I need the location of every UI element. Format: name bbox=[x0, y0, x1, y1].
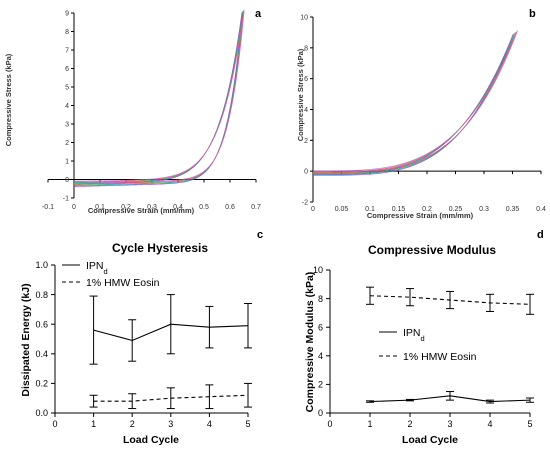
cycle-4-loop bbox=[73, 10, 244, 185]
x-tick-label: 1 bbox=[91, 419, 96, 429]
y-tick-label: 0 bbox=[304, 169, 308, 176]
y-tick-label: 7 bbox=[65, 48, 69, 55]
y-tick-label: 4 bbox=[304, 107, 308, 114]
y-tick-label: 0 bbox=[318, 408, 323, 418]
panel-b: b Compressive Stress (kPa) Compressive S… bbox=[296, 8, 546, 220]
x-tick-label: 5 bbox=[527, 419, 532, 429]
y-tick-label: 0.4 bbox=[35, 349, 48, 359]
cycle-2-loop bbox=[313, 33, 515, 175]
cycle-2-loop bbox=[73, 11, 243, 187]
x-tick-label: 0.1 bbox=[95, 204, 105, 211]
y-tick-label: 6 bbox=[65, 66, 69, 73]
panel-c-title: Cycle Hysteresis bbox=[112, 241, 208, 255]
y-tick-label: 0.8 bbox=[35, 290, 48, 300]
x-tick-label: 0 bbox=[52, 419, 57, 429]
y-tick-label: -2 bbox=[302, 200, 308, 207]
y-tick-label: 8 bbox=[65, 29, 69, 36]
y-tick-label: 2 bbox=[65, 140, 69, 147]
y-tick-label: 10 bbox=[300, 15, 308, 22]
y-tick-label: 4 bbox=[65, 103, 69, 110]
x-tick-label: 5 bbox=[245, 419, 250, 429]
cycle-5-loop bbox=[73, 9, 245, 184]
panel-c-x-axis-title: Load Cycle bbox=[123, 434, 179, 446]
x-tick-label: 4 bbox=[207, 419, 212, 429]
panel-letter-a: a bbox=[255, 8, 262, 20]
y-tick-label: 2 bbox=[318, 380, 323, 390]
y-tick-label: 2 bbox=[304, 138, 308, 145]
y-tick-label: 8 bbox=[318, 294, 323, 304]
y-tick-label: 4 bbox=[318, 351, 323, 361]
y-tick-label: 0.0 bbox=[35, 408, 48, 418]
legend-label-1: IPNd bbox=[86, 260, 108, 276]
x-tick-label: 0 bbox=[72, 204, 76, 211]
x-tick-label: 0.3 bbox=[479, 206, 489, 213]
x-tick-label: 2 bbox=[407, 419, 412, 429]
legend-label-1: IPNd bbox=[403, 327, 425, 343]
y-tick-label: 0 bbox=[65, 177, 69, 184]
panel-d-title: Compressive Modulus bbox=[368, 243, 496, 257]
x-tick-label: 4 bbox=[487, 419, 492, 429]
panel-c-y-axis-title: Dissipated Energy (kJ) bbox=[20, 283, 32, 396]
x-tick-label: 3 bbox=[168, 419, 173, 429]
x-tick-label: 0.4 bbox=[536, 206, 546, 213]
cycle-1-loop bbox=[73, 12, 243, 187]
y-tick-label: 5 bbox=[65, 85, 69, 92]
legend-label-2: 1% HMW Eosin bbox=[86, 277, 160, 289]
x-tick-label: -0.1 bbox=[42, 204, 54, 211]
panel-letter-b: b bbox=[529, 8, 536, 20]
x-tick-label: 0.05 bbox=[335, 206, 349, 213]
y-tick-label: 9 bbox=[65, 11, 69, 18]
x-tick-label: 0.35 bbox=[506, 206, 520, 213]
x-tick-label: 0.25 bbox=[449, 206, 463, 213]
x-tick-label: 3 bbox=[447, 419, 452, 429]
x-tick-label: 0 bbox=[327, 419, 332, 429]
cycle-1-loop bbox=[313, 34, 514, 176]
y-tick-label: 1 bbox=[65, 159, 69, 166]
x-tick-label: 0.2 bbox=[121, 204, 131, 211]
cycle-5-loop bbox=[313, 30, 518, 172]
x-tick-label: 0.3 bbox=[147, 204, 157, 211]
x-tick-label: 0 bbox=[311, 206, 315, 213]
x-tick-label: 0.7 bbox=[251, 204, 261, 211]
legend-label-2: 1% HMW Eosin bbox=[403, 351, 477, 363]
y-tick-label: 0.2 bbox=[35, 379, 48, 389]
panel-letter-c: c bbox=[257, 229, 263, 241]
panel-c: Cycle Hysteresis c Dissipated Energy (kJ… bbox=[20, 229, 263, 446]
panel-b-y-axis-title: Compressive Stress (kPa) bbox=[296, 48, 305, 141]
panel-d: Compressive Modulus d Compressive Modulu… bbox=[304, 229, 544, 446]
cycle-3-loop bbox=[313, 32, 516, 174]
panel-d-y-axis-title: Compressive Modulus (kPa) bbox=[304, 272, 316, 413]
y-tick-label: 3 bbox=[65, 122, 69, 129]
x-tick-label: 0.4 bbox=[173, 204, 183, 211]
y-tick-label: 6 bbox=[318, 322, 323, 332]
x-tick-label: 1 bbox=[367, 419, 372, 429]
cycle-4-loop bbox=[313, 31, 517, 173]
x-tick-label: 0.2 bbox=[422, 206, 432, 213]
x-tick-label: 0.5 bbox=[199, 204, 209, 211]
y-tick-label: -1 bbox=[63, 196, 69, 203]
panel-a: a Compressive Stress (kPa) Compressive S… bbox=[4, 8, 262, 215]
y-tick-label: 0.6 bbox=[35, 319, 48, 329]
legend-label-subscript: d bbox=[104, 267, 108, 276]
x-tick-label: 0.6 bbox=[225, 204, 235, 211]
y-tick-label: 6 bbox=[304, 76, 308, 83]
x-tick-label: 2 bbox=[130, 419, 135, 429]
panel-a-y-axis-title: Compressive Stress (kPa) bbox=[4, 53, 13, 146]
panel-letter-d: d bbox=[537, 229, 544, 241]
panel-d-x-axis-title: Load Cycle bbox=[402, 434, 458, 446]
legend-label-subscript: d bbox=[421, 334, 425, 343]
panel-a-x-axis-title: Compressive Strain (mm/mm) bbox=[88, 206, 195, 215]
x-tick-label: 0.1 bbox=[365, 206, 375, 213]
y-tick-label: 10 bbox=[313, 265, 323, 275]
cycle-3-loop bbox=[73, 11, 244, 186]
y-tick-label: 8 bbox=[304, 45, 308, 52]
x-tick-label: 0.15 bbox=[392, 206, 406, 213]
y-tick-label: 1.0 bbox=[35, 260, 48, 270]
panel-b-x-axis-title: Compressive Strain (mm/mm) bbox=[367, 211, 474, 220]
